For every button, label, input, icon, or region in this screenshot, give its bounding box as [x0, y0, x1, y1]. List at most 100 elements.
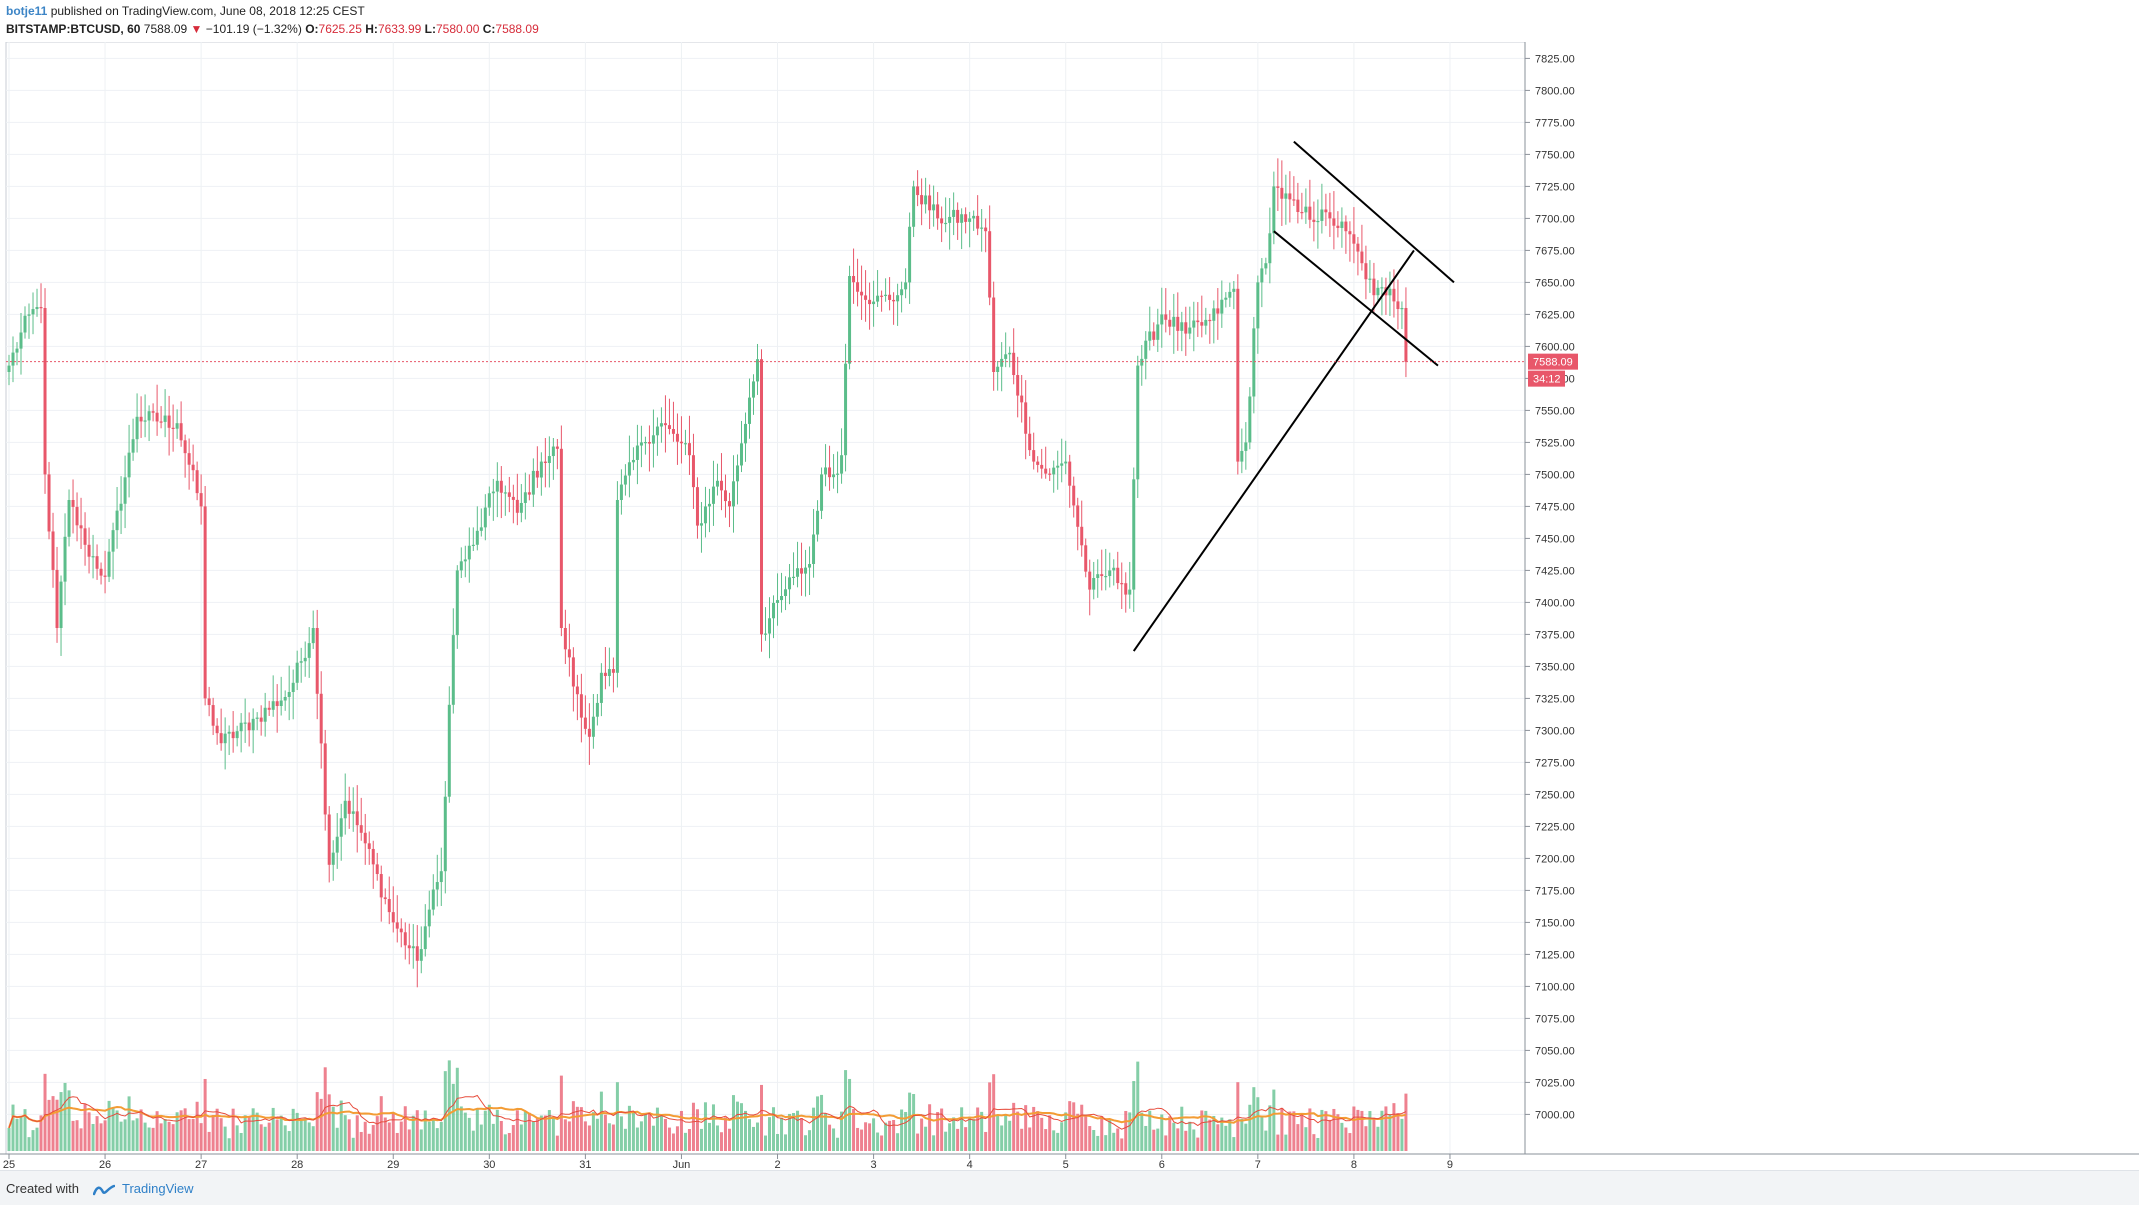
symbol-info: BITSTAMP:BTCUSD, 60 7588.09 ▼ −101.19 (−… [6, 22, 539, 36]
last-price-label: 7588.09 [1533, 357, 1573, 369]
volume-bar [287, 1131, 291, 1151]
volume-bar [1168, 1116, 1172, 1151]
candle-body [455, 570, 459, 636]
candle-body [715, 480, 719, 487]
volume-bar [1228, 1119, 1232, 1151]
volume-bar [1040, 1117, 1044, 1151]
volume-bar [275, 1119, 279, 1151]
volume-bar [511, 1125, 515, 1151]
candle-body [1348, 231, 1352, 235]
volume-bar [539, 1115, 543, 1151]
candle-body [1184, 322, 1188, 334]
candle-body [475, 530, 479, 545]
candle-body [643, 442, 647, 444]
volume-bar [355, 1115, 359, 1151]
tradingview-brand-link[interactable]: TradingView [122, 1181, 194, 1196]
volume-bar [1380, 1110, 1384, 1151]
x-tick-label: 28 [291, 1159, 303, 1170]
volume-bar [247, 1116, 251, 1151]
volume-bars [7, 1060, 1408, 1151]
volume-bar [295, 1112, 299, 1151]
candle-body [583, 717, 587, 729]
candle-body [283, 696, 287, 701]
volume-bar [1376, 1126, 1380, 1151]
candle-body [832, 474, 836, 478]
candle-body [547, 456, 551, 464]
candle-body [275, 701, 279, 707]
candle-body [711, 486, 715, 504]
volume-bar [383, 1117, 387, 1151]
volume-bar [499, 1120, 503, 1151]
candle-body [727, 501, 731, 507]
volume-bar [1036, 1111, 1040, 1151]
candle-body [1220, 299, 1224, 314]
volume-bar [611, 1124, 615, 1151]
volume-bar [571, 1101, 575, 1151]
candle-body [55, 569, 59, 628]
y-tick-label: 7225.00 [1535, 821, 1575, 833]
volume-bar [483, 1110, 487, 1151]
volume-bar [880, 1135, 884, 1151]
candle-body [840, 455, 844, 474]
volume-bar [547, 1110, 551, 1151]
candle-body [683, 443, 687, 445]
volume-bar [1248, 1104, 1252, 1151]
volume-bar [1068, 1101, 1072, 1151]
volume-bar [663, 1118, 667, 1151]
volume-bar [519, 1124, 523, 1151]
trendline [1273, 230, 1439, 367]
candle-body [800, 568, 804, 574]
candle-body [852, 276, 856, 283]
volume-bar [1148, 1110, 1152, 1151]
price-axis[interactable]: 7000.00 7025.00 7050.00 7075.00 7100.00 7125.… [1524, 42, 1578, 1154]
price-chart[interactable]: 7000.00 7025.00 7050.00 7075.00 7100.00 7125.… [0, 42, 2139, 1170]
candle-body [812, 534, 816, 564]
volume-bar [515, 1110, 519, 1151]
volume-bar [1132, 1081, 1136, 1151]
candle-body [1164, 314, 1168, 320]
volume-bar [627, 1105, 631, 1151]
y-tick-label: 7325.00 [1535, 693, 1575, 705]
volume-bar [908, 1092, 912, 1151]
volume-bar [503, 1134, 507, 1151]
close-label: C: [482, 22, 496, 36]
volume-bar [747, 1119, 751, 1151]
candle-body [703, 506, 707, 524]
candle-body [159, 421, 163, 423]
volume-bar [900, 1109, 904, 1151]
candle-body [1280, 187, 1284, 199]
volume-bar [307, 1122, 311, 1151]
volume-bar [936, 1112, 940, 1151]
author-link[interactable]: botje11 [6, 4, 48, 18]
y-tick-label: 7650.00 [1535, 277, 1575, 289]
candle-body [563, 628, 567, 650]
candle-body [1084, 545, 1088, 572]
candle-body [1096, 574, 1100, 579]
candle-body [1028, 433, 1032, 451]
volume-bar [187, 1119, 191, 1151]
candle-body [1060, 463, 1064, 466]
candle-body [808, 564, 812, 568]
volume-bar [896, 1133, 900, 1151]
candle-body [860, 291, 864, 296]
candle-body [271, 701, 275, 710]
candle-body [331, 852, 335, 865]
volume-bar [1232, 1137, 1236, 1151]
trendlines[interactable] [1132, 140, 1455, 652]
volume-bar [1088, 1126, 1092, 1151]
candle-body [183, 440, 187, 454]
volume-bar [1220, 1117, 1224, 1151]
x-tick-label: 31 [579, 1159, 591, 1170]
high-value: 7633.99 [377, 22, 422, 36]
candle-body [423, 926, 427, 950]
volume-bar [1200, 1110, 1204, 1151]
candle-body [175, 423, 179, 429]
candle-body [507, 492, 511, 497]
candle-body [880, 295, 884, 297]
symbol-name[interactable]: BITSTAMP:BTCUSD, 60 [6, 22, 141, 36]
candle-body [968, 218, 972, 222]
time-axis[interactable]: 25 26 27 28 29 30 31 Jun 2 3 4 5 6 7 8 9 [0, 1153, 2139, 1170]
volume-bar [59, 1092, 63, 1151]
candle-body [960, 214, 964, 223]
volume-bar [1032, 1106, 1036, 1151]
